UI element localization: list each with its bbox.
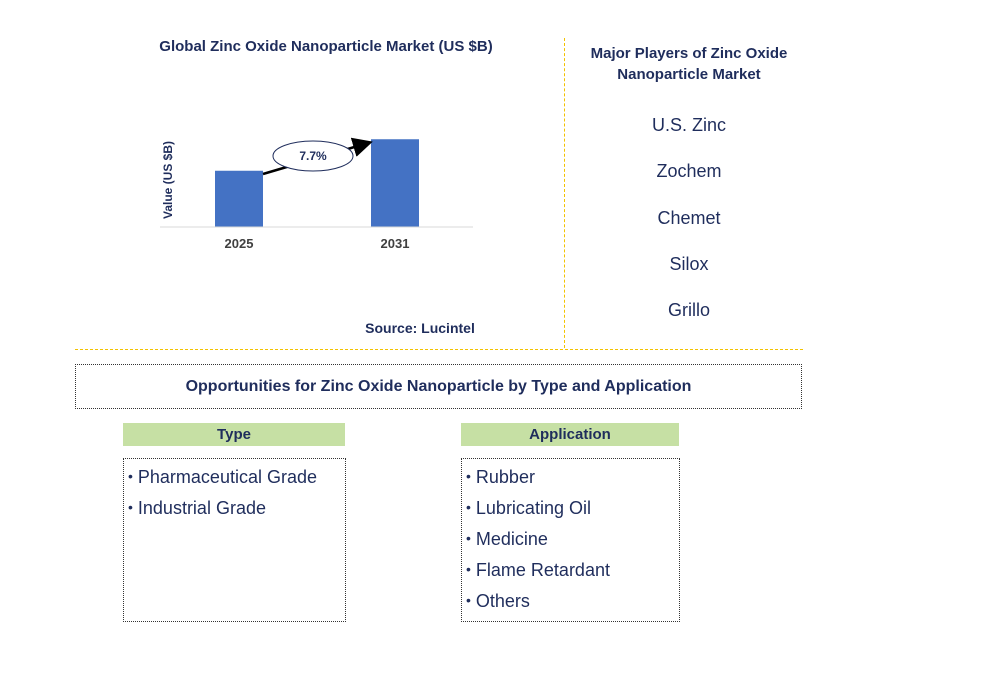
player-item: Chemet (657, 207, 721, 228)
y-axis-label: Value (US $B) (161, 141, 175, 219)
type-item: • Industrial Grade (128, 498, 266, 518)
players-list: U.S. Zinc Zochem Chemet Silox Grillo (575, 113, 803, 344)
application-header: Application (461, 423, 679, 446)
type-list-box: • Pharmaceutical Grade • Industrial Grade (123, 458, 346, 622)
x-tick-label: 2031 (381, 236, 410, 251)
application-item: • Rubber (466, 467, 535, 487)
source-note: Source: Lucintel (365, 320, 475, 336)
cagr-label: 7.7% (299, 149, 327, 163)
player-item: Grillo (667, 300, 710, 321)
type-header: Type (123, 423, 345, 446)
player-item: U.S. Zinc (651, 115, 726, 135)
application-item: • Lubricating Oil (466, 498, 591, 518)
bar-chart: Value (US $B) 2025 2031 7.7% (160, 137, 473, 251)
application-list-box: • Rubber • Lubricating Oil • Medicine • Flam… (461, 458, 680, 622)
cagr-bubble (272, 140, 354, 172)
application-item: • Flame Retardant (466, 560, 610, 580)
bar-2031 (371, 139, 419, 227)
player-item: Silox (669, 253, 709, 274)
vertical-divider (564, 38, 565, 348)
player-item: Zochem (656, 161, 722, 182)
players-title: Major Players of Zinc Oxide Nanoparticle… (590, 45, 788, 83)
application-item: • Others (466, 591, 530, 611)
application-item: • Medicine (466, 529, 548, 549)
x-tick-label: 2025 (225, 236, 254, 251)
type-item: • Pharmaceutical Grade (128, 467, 317, 487)
opportunities-title: Opportunities for Zinc Oxide Nanoparticl… (75, 364, 802, 409)
chart-title: Global Zinc Oxide Nanoparticle Market (U… (159, 38, 493, 55)
bar-2025 (215, 170, 263, 227)
horizontal-divider (75, 349, 803, 350)
